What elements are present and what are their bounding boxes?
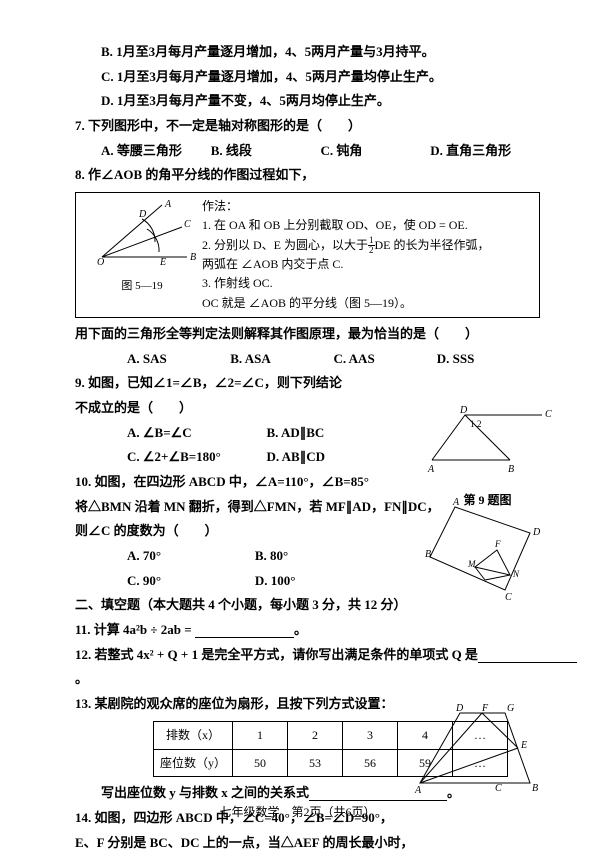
- svg-text:A: A: [452, 497, 460, 508]
- svg-text:C: C: [495, 783, 502, 794]
- svg-text:D: D: [138, 209, 147, 220]
- th-y: 座位数（y）: [154, 749, 233, 777]
- q10-b: B. 80°: [255, 544, 383, 569]
- svg-text:D: D: [532, 527, 541, 538]
- angle-bisector-figure: O B A D E C: [87, 197, 197, 267]
- q10-figure: A D B C M N F: [425, 495, 545, 609]
- svg-text:2: 2: [477, 419, 482, 429]
- q9: 9. 如图，已知∠1=∠B，∠2=∠C，则下列结论: [75, 371, 540, 396]
- svg-text:B: B: [190, 252, 196, 263]
- svg-text:E: E: [159, 257, 166, 268]
- step-end: OC 就是 ∠AOB 的平分线（图 5—19）。: [202, 294, 533, 313]
- svg-text:F: F: [494, 539, 501, 549]
- construction-title: 作法：: [202, 197, 533, 216]
- opt-d: D. 1月至3月每月产量不变，4、5两月均停止生产。: [101, 89, 540, 114]
- svg-text:N: N: [512, 569, 520, 579]
- th-x: 排数（x）: [154, 721, 233, 749]
- q8-end: 用下面的三角形全等判定法则解释其作图原理，最为恰当的是（ ）: [75, 322, 540, 347]
- cell: 50: [233, 749, 288, 777]
- svg-text:D: D: [459, 405, 468, 416]
- q14-figure: A D F G B E C: [410, 703, 540, 802]
- q9-d: D. AB∥CD: [267, 445, 407, 470]
- q8: 8. 作∠AOB 的角平分线的作图过程如下，: [75, 163, 540, 188]
- svg-text:B: B: [532, 783, 538, 794]
- svg-text:A: A: [164, 199, 172, 210]
- svg-text:C: C: [184, 219, 191, 230]
- svg-text:D: D: [455, 703, 464, 714]
- svg-text:G: G: [507, 703, 514, 714]
- svg-text:A: A: [414, 785, 422, 796]
- fig-label: 图 5—19: [82, 276, 202, 297]
- svg-text:F: F: [481, 703, 489, 714]
- svg-text:E: E: [520, 740, 527, 751]
- q10-a: A. 70°: [127, 544, 255, 569]
- svg-text:C: C: [545, 409, 552, 420]
- q11: 11. 计算 4a²b ÷ 2ab = 。: [75, 618, 540, 643]
- opt-c: C. 1月至3月每月产量逐月增加，4、5两月产量均停止生产。: [101, 65, 540, 90]
- q7-d: D. 直角三角形: [430, 139, 540, 164]
- q10-c: C. 90°: [127, 569, 255, 594]
- q7-c: C. 钝角: [321, 139, 431, 164]
- svg-text:B: B: [425, 549, 431, 560]
- q8-b: B. ASA: [230, 347, 333, 372]
- svg-text:C: C: [505, 592, 512, 603]
- q7-a: A. 等腰三角形: [101, 139, 211, 164]
- opt-b: B. 1月至3月每月产量逐月增加，4、5两月产量与3月持平。: [101, 40, 540, 65]
- q8-a: A. SAS: [127, 347, 230, 372]
- q14b: E、F 分别是 BC、DC 上的一点，当△AEF 的周长最小时，: [75, 831, 540, 855]
- q12: 12. 若整式 4x² + Q + 1 是完全平方式，请你写出满足条件的单项式 …: [75, 643, 540, 692]
- cell: 3: [343, 721, 398, 749]
- cell: 56: [343, 749, 398, 777]
- cell: 1: [233, 721, 288, 749]
- cell: 53: [288, 749, 343, 777]
- svg-text:1: 1: [470, 419, 475, 429]
- svg-text:O: O: [97, 257, 104, 268]
- step2: 2. 分别以 D、E 为圆心，以大于12DE 的长为半径作弧，: [202, 236, 533, 256]
- q7-b: B. 线段: [211, 139, 321, 164]
- svg-text:M: M: [467, 559, 476, 569]
- q8-c: C. AAS: [334, 347, 437, 372]
- cell: 2: [288, 721, 343, 749]
- page-footer: 七年级数学 第2页（共6页）: [0, 801, 595, 824]
- q7: 7. 下列图形中，不一定是轴对称图形的是（ ）: [75, 114, 540, 139]
- step1: 1. 在 OA 和 OB 上分别截取 OD、OE，使 OD = OE.: [202, 216, 533, 235]
- q9-a: A. ∠B=∠C: [127, 421, 267, 446]
- svg-text:B: B: [508, 464, 514, 475]
- q10-d: D. 100°: [255, 569, 383, 594]
- q8-d: D. SSS: [437, 347, 540, 372]
- q9-c: C. ∠2+∠B=180°: [127, 445, 267, 470]
- svg-text:A: A: [427, 464, 435, 475]
- step3: 3. 作射线 OC.: [202, 274, 533, 293]
- q9-b: B. AD∥BC: [267, 421, 407, 446]
- step2c: 两弧在 ∠AOB 内交于点 C.: [202, 255, 533, 274]
- construction-box: O B A D E C 图 5—19 作法： 1. 在 OA 和 OB 上分别截…: [75, 192, 540, 318]
